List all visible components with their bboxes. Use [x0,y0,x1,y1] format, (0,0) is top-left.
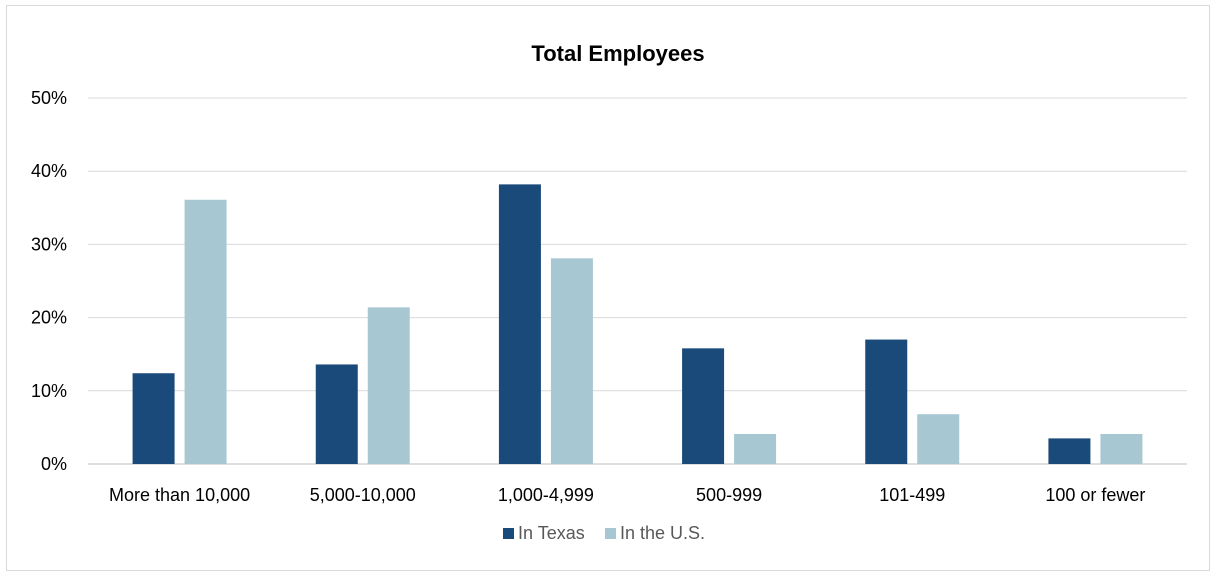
bars [132,184,1143,465]
y-tick-label: 20% [31,308,67,328]
x-tick-label: More than 10,000 [109,485,250,505]
x-tick-label: 100 or fewer [1045,485,1145,505]
legend-swatch [503,528,514,539]
x-tick-label: 5,000-10,000 [310,485,416,505]
bar-us-0 [184,199,227,465]
gridlines [88,97,1187,465]
bar-texas-2 [498,184,541,464]
bar-texas-4 [865,339,908,464]
legend-swatch [605,528,616,539]
x-tick-label: 101-499 [879,485,945,505]
y-tick-label: 40% [31,161,67,181]
bar-texas-0 [132,373,175,464]
legend-label: In the U.S. [620,523,705,543]
bar-us-3 [734,433,777,464]
x-tick-label: 500-999 [696,485,762,505]
bar-us-2 [550,258,593,464]
legend-label: In Texas [518,523,585,543]
bar-texas-3 [682,348,725,464]
bar-us-5 [1100,433,1143,464]
chart-frame: Total Employees 0% 10% 20% 30% 40% 50% More t… [6,5,1210,571]
chart-title: Total Employees [531,41,704,66]
legend: In Texas In the U.S. [503,523,705,543]
y-tick-label: 30% [31,234,67,254]
bar-chart: Total Employees 0% 10% 20% 30% 40% 50% More t… [31,41,1187,543]
y-tick-label: 10% [31,381,67,401]
bar-us-1 [367,307,410,464]
x-tick-label: 1,000-4,999 [498,485,594,505]
bar-texas-5 [1048,438,1091,464]
bar-us-4 [917,414,960,464]
y-tick-label: 50% [31,88,67,108]
y-axis-labels: 0% 10% 20% 30% 40% 50% [31,88,67,474]
x-axis-labels: More than 10,000 5,000-10,000 1,000-4,999 5… [109,485,1145,505]
bar-texas-1 [315,364,358,464]
y-tick-label: 0% [41,454,67,474]
